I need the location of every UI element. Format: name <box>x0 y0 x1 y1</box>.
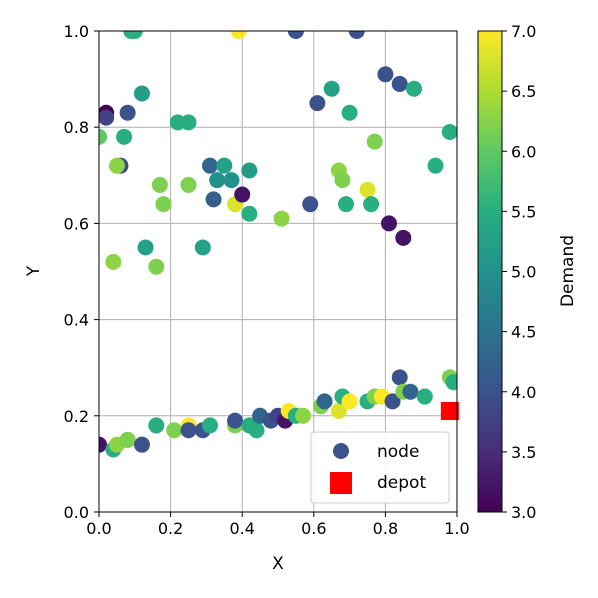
node-point <box>406 80 423 97</box>
legend-depot-marker <box>330 472 352 494</box>
node-point <box>341 104 358 121</box>
colorbar-gradient <box>477 30 503 513</box>
node-point <box>363 196 380 213</box>
y-tick-label: 0.2 <box>64 407 89 426</box>
node-point <box>194 239 211 256</box>
node-point <box>148 417 165 434</box>
plot-frame <box>98 30 458 513</box>
node-point <box>180 114 197 131</box>
colorbar-tick-label: 5.0 <box>511 263 536 282</box>
y-tick-label: 0.0 <box>64 503 89 522</box>
node-point <box>273 210 290 227</box>
legend-depot-label: depot <box>377 473 426 493</box>
colorbar-tick-label: 6.5 <box>511 82 536 101</box>
node-point <box>241 162 258 179</box>
node-point <box>309 95 326 112</box>
node-point <box>119 104 136 121</box>
colorbar-tick-label: 5.5 <box>511 202 536 221</box>
node-point <box>151 176 168 193</box>
colorbar-tick-label: 4.5 <box>511 323 536 342</box>
colorbar-tick-label: 3.0 <box>511 503 536 522</box>
node-point <box>166 422 183 439</box>
node-point <box>338 196 355 213</box>
y-ticks: 0.0 0.2 0.4 0.6 0.8 1.0 <box>64 22 99 522</box>
node-point <box>201 157 218 174</box>
node-point <box>155 196 172 213</box>
node-point <box>391 369 408 386</box>
node-point <box>391 75 408 92</box>
x-axis-title: X <box>272 554 284 574</box>
node-point <box>133 436 150 453</box>
node-point <box>395 229 412 246</box>
node-point <box>384 393 401 410</box>
node-point <box>230 31 247 39</box>
node-point <box>330 402 347 419</box>
colorbar-tick-label: 6.0 <box>511 142 536 161</box>
node-point <box>126 31 143 39</box>
node-point <box>302 196 319 213</box>
node-point <box>445 374 457 391</box>
x-tick-label: 0.8 <box>373 519 398 538</box>
node-point <box>323 80 340 97</box>
node-point <box>180 176 197 193</box>
colorbar-tick-label: 7.0 <box>511 22 536 41</box>
node-point <box>341 393 358 410</box>
colorbar-ticks: 3.0 3.5 4.0 4.5 5.0 5.5 6.0 6.5 7.0 <box>502 22 536 522</box>
node-point <box>441 124 457 141</box>
node-point <box>348 31 365 39</box>
node-point <box>180 422 197 439</box>
node-point <box>209 172 226 189</box>
node-point <box>116 128 133 145</box>
y-tick-label: 1.0 <box>64 22 89 41</box>
node-point <box>227 412 244 429</box>
node-point <box>316 393 333 410</box>
colorbar-tick-label: 4.0 <box>511 383 536 402</box>
colorbar-tick-label: 3.5 <box>511 443 536 462</box>
legend-node-marker <box>333 443 349 459</box>
node-point <box>366 133 383 150</box>
node-point <box>295 407 312 424</box>
node-point <box>105 253 122 270</box>
node-point <box>241 205 258 222</box>
node-point <box>287 31 304 39</box>
node-point <box>234 186 251 203</box>
colorbar: 3.0 3.5 4.0 4.5 5.0 5.5 6.0 6.5 7.0 Demand <box>477 22 578 522</box>
node-point <box>108 157 125 174</box>
y-tick-label: 0.6 <box>64 214 89 233</box>
node-point <box>133 85 150 102</box>
node-point <box>223 172 240 189</box>
node-point <box>99 128 107 145</box>
node-point <box>359 181 376 198</box>
x-tick-label: 0.6 <box>301 519 326 538</box>
x-tick-label: 0.4 <box>229 519 254 538</box>
node-point <box>402 383 419 400</box>
node-point <box>334 172 351 189</box>
legend-node-label: node <box>377 442 419 462</box>
depot-marker <box>440 401 459 420</box>
x-tick-label: 0.0 <box>86 519 111 538</box>
node-point <box>380 215 397 232</box>
node-point <box>427 157 444 174</box>
x-ticks: 0.0 0.2 0.4 0.6 0.8 1.0 <box>86 512 470 538</box>
data-points <box>99 31 457 458</box>
node-point <box>99 109 115 126</box>
node-point <box>216 157 233 174</box>
node-point <box>248 422 265 439</box>
node-point <box>377 66 394 83</box>
legend: node depot <box>310 431 450 504</box>
y-axis-title: Y <box>24 265 44 277</box>
y-tick-label: 0.4 <box>64 311 89 330</box>
node-point <box>205 191 222 208</box>
node-point <box>201 417 218 434</box>
node-point <box>137 239 154 256</box>
x-tick-label: 0.2 <box>158 519 183 538</box>
x-tick-label: 1.0 <box>444 519 469 538</box>
colorbar-title: Demand <box>558 235 578 307</box>
node-point <box>148 258 165 275</box>
node-point <box>99 436 107 453</box>
y-tick-label: 0.8 <box>64 118 89 137</box>
node-point <box>416 388 433 405</box>
node-point <box>119 431 136 448</box>
